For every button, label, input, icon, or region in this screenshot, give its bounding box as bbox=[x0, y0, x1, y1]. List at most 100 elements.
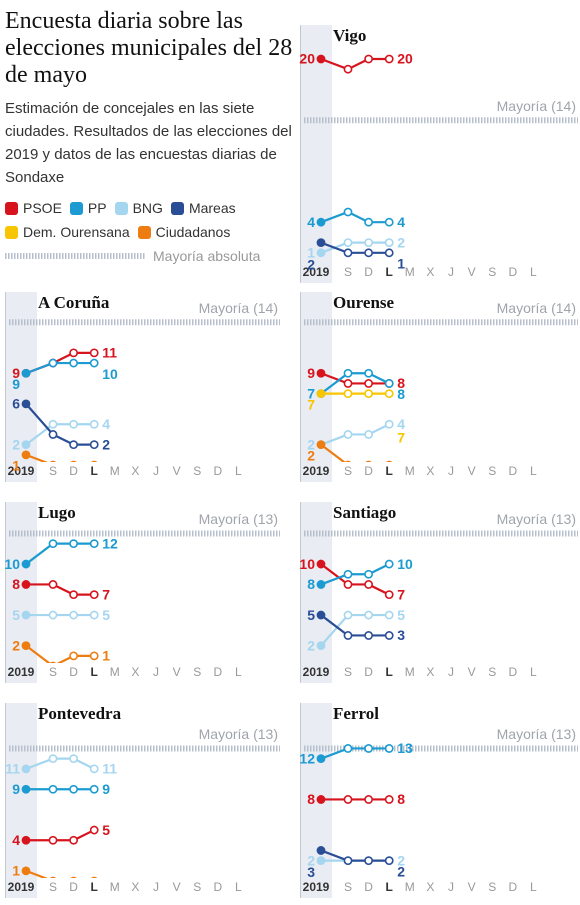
x-tick-label: M bbox=[405, 265, 415, 279]
x-tick-label: D bbox=[213, 880, 222, 894]
x-tick-label: 2019 bbox=[8, 665, 35, 679]
point bbox=[49, 460, 57, 462]
point bbox=[344, 460, 352, 462]
data-label: 2 bbox=[397, 863, 405, 879]
legend-item: PP bbox=[69, 200, 107, 216]
point bbox=[21, 764, 31, 774]
point bbox=[49, 661, 57, 663]
legend-swatch bbox=[69, 201, 83, 215]
x-tick-label: L bbox=[530, 464, 537, 478]
x-tick-label: X bbox=[131, 665, 139, 679]
point bbox=[89, 784, 99, 794]
x-tick-label: D bbox=[508, 665, 517, 679]
data-label: 7 bbox=[397, 429, 405, 445]
majority-label: Mayoría (13) bbox=[199, 726, 278, 742]
data-label: 8 bbox=[307, 576, 315, 592]
point bbox=[48, 539, 58, 549]
point bbox=[343, 610, 353, 620]
point bbox=[343, 248, 353, 258]
x-tick-label: M bbox=[110, 464, 120, 478]
data-label: 13 bbox=[397, 740, 413, 756]
x-tick-label: L bbox=[386, 464, 393, 478]
data-label: 8 bbox=[397, 386, 405, 402]
point bbox=[386, 460, 393, 462]
x-tick-label: S bbox=[193, 464, 201, 478]
data-label: 12 bbox=[299, 750, 315, 766]
data-label: 7 bbox=[102, 586, 110, 602]
point bbox=[91, 876, 98, 878]
point bbox=[69, 651, 78, 661]
x-tick-label: S bbox=[344, 464, 352, 478]
legend-label: Mayoría absoluta bbox=[153, 248, 261, 264]
majority-label: Mayoría (14) bbox=[497, 300, 576, 316]
point bbox=[364, 580, 373, 589]
point bbox=[343, 368, 353, 378]
point bbox=[48, 580, 58, 589]
point bbox=[48, 784, 58, 794]
point bbox=[89, 358, 99, 368]
x-tick-label: L bbox=[386, 265, 393, 279]
x-tick-label: J bbox=[153, 665, 159, 679]
x-tick-label: S bbox=[488, 665, 496, 679]
point bbox=[21, 440, 31, 450]
point bbox=[48, 358, 58, 368]
x-tick-label: L bbox=[386, 665, 393, 679]
x-tick-label: L bbox=[530, 665, 537, 679]
data-label: 6 bbox=[12, 396, 20, 412]
data-label: 7 bbox=[307, 396, 315, 412]
point bbox=[89, 651, 99, 661]
data-label: 9 bbox=[12, 365, 20, 381]
point bbox=[316, 248, 326, 258]
point bbox=[21, 835, 31, 845]
majority-swatch bbox=[5, 253, 145, 259]
plot bbox=[21, 348, 99, 462]
series-line bbox=[25, 757, 95, 770]
data-label: 2 bbox=[397, 852, 405, 868]
data-label: 2 bbox=[102, 436, 110, 452]
data-label: 2 bbox=[307, 256, 315, 272]
series-line bbox=[320, 849, 390, 862]
x-tick-label: S bbox=[344, 265, 352, 279]
x-tick-label: J bbox=[448, 665, 454, 679]
x-tick-label: L bbox=[235, 665, 242, 679]
point bbox=[316, 559, 326, 569]
point bbox=[364, 389, 373, 399]
series-line bbox=[25, 644, 95, 663]
point bbox=[364, 217, 373, 227]
highlight-band bbox=[5, 703, 37, 898]
data-label: 9 bbox=[307, 365, 315, 381]
data-label: 9 bbox=[12, 781, 20, 797]
legend-item: Dem. Ourensana bbox=[5, 224, 130, 240]
point bbox=[364, 238, 373, 247]
x-tick-label: M bbox=[110, 880, 120, 894]
series-line bbox=[320, 241, 390, 254]
data-label: 4 bbox=[102, 416, 110, 432]
legend-swatch bbox=[114, 201, 128, 215]
x-tick-label: L bbox=[530, 880, 537, 894]
point bbox=[48, 430, 58, 439]
panel-title: Vigo bbox=[333, 26, 366, 45]
series-line bbox=[320, 614, 390, 637]
point bbox=[384, 379, 394, 388]
point bbox=[316, 389, 326, 399]
x-tick-label: 2019 bbox=[8, 880, 35, 894]
majority-label: Mayoría (13) bbox=[497, 726, 576, 742]
x-tick-label: X bbox=[426, 880, 434, 894]
highlight-band bbox=[5, 502, 37, 683]
point bbox=[48, 610, 58, 620]
plot bbox=[21, 539, 99, 663]
title: Encuesta diaria sobre las elecciones mun… bbox=[5, 8, 293, 88]
plot bbox=[316, 559, 394, 651]
data-label: 4 bbox=[397, 214, 405, 230]
x-tick-label: S bbox=[49, 880, 57, 894]
data-label: 7 bbox=[397, 586, 405, 602]
data-label: 7 bbox=[307, 385, 315, 401]
panel-title: Lugo bbox=[38, 503, 76, 522]
point bbox=[364, 430, 373, 439]
point bbox=[48, 754, 58, 764]
x-tick-label: S bbox=[488, 880, 496, 894]
point bbox=[69, 590, 78, 600]
point bbox=[21, 784, 31, 794]
point bbox=[89, 610, 99, 620]
data-label: 11 bbox=[5, 761, 20, 777]
